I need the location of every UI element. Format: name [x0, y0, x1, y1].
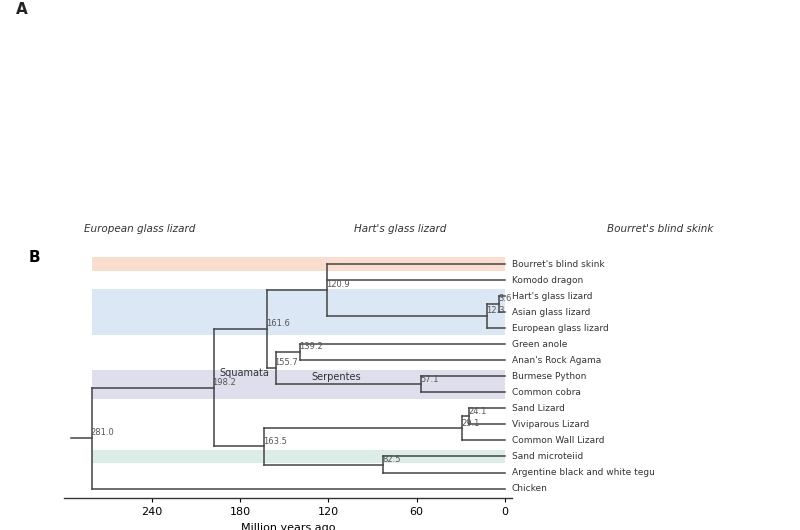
Text: Bourret's blind skink: Bourret's blind skink — [607, 224, 713, 234]
Text: 161.6: 161.6 — [266, 320, 290, 329]
Text: 163.5: 163.5 — [263, 437, 287, 446]
Text: Komodo dragon: Komodo dragon — [512, 276, 583, 285]
Text: Hart's glass lizard: Hart's glass lizard — [512, 292, 593, 301]
Text: A: A — [16, 3, 28, 17]
Text: 3.6: 3.6 — [498, 294, 512, 303]
Text: Common cobra: Common cobra — [512, 388, 581, 397]
Text: Serpentes: Serpentes — [311, 372, 361, 382]
Bar — [92, 257, 505, 271]
Text: 139.2: 139.2 — [298, 342, 322, 351]
Text: 120.9: 120.9 — [326, 280, 350, 289]
Text: 155.7: 155.7 — [274, 358, 298, 367]
X-axis label: Million years ago: Million years ago — [241, 523, 335, 530]
Bar — [92, 369, 505, 399]
Text: Bourret's blind skink: Bourret's blind skink — [512, 260, 605, 269]
Text: European glass lizard: European glass lizard — [512, 324, 609, 333]
Text: Chicken: Chicken — [512, 484, 548, 493]
Text: 12.3: 12.3 — [486, 306, 504, 315]
Text: Squamata: Squamata — [220, 368, 270, 378]
Text: Sand Lizard: Sand Lizard — [512, 404, 565, 413]
Text: Anan's Rock Agama: Anan's Rock Agama — [512, 356, 602, 365]
Text: B: B — [28, 250, 40, 264]
Text: Burmese Python: Burmese Python — [512, 372, 586, 381]
Text: Asian glass lizard: Asian glass lizard — [512, 307, 590, 316]
Text: European glass lizard: European glass lizard — [84, 224, 196, 234]
Text: Hart's glass lizard: Hart's glass lizard — [354, 224, 446, 234]
Text: 57.1: 57.1 — [420, 375, 438, 384]
Text: 82.5: 82.5 — [382, 455, 402, 464]
Bar — [92, 450, 505, 463]
Text: 29.1: 29.1 — [461, 419, 479, 428]
Text: Viviparous Lizard: Viviparous Lizard — [512, 420, 590, 429]
Text: Argentine black and white tegu: Argentine black and white tegu — [512, 468, 655, 477]
Text: 24.1: 24.1 — [469, 407, 487, 416]
Text: Green anole: Green anole — [512, 340, 567, 349]
Text: Common Wall Lizard: Common Wall Lizard — [512, 436, 605, 445]
Bar — [92, 289, 505, 335]
Text: Sand microteiid: Sand microteiid — [512, 452, 583, 461]
Text: 281.0: 281.0 — [90, 428, 114, 437]
Text: 198.2: 198.2 — [212, 378, 236, 387]
